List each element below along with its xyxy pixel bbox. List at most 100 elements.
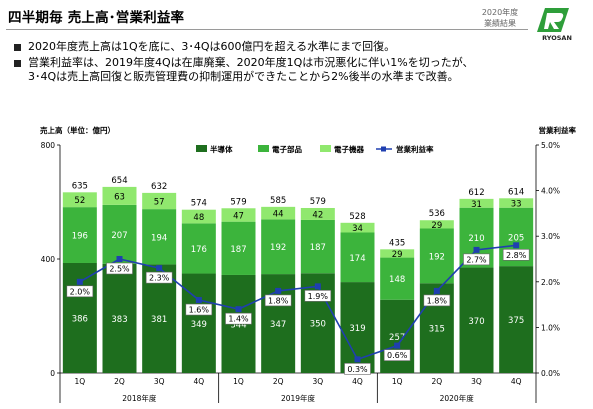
x-tick-label: 1Q (74, 377, 85, 386)
y-tick-label: 800 (41, 141, 56, 150)
legend-swatch (258, 145, 269, 152)
summary-bullets: 2020年度売上高は1Qを底に、3･4Qは600億円を超える水準にまで回復。 営… (14, 40, 534, 86)
bar-value-label: 319 (349, 324, 365, 334)
title-divider (6, 29, 528, 30)
bar-value-label: 148 (389, 275, 405, 285)
left-axis-title: 売上高（単位：億円） (40, 125, 115, 135)
bar-total-label: 528 (349, 212, 365, 222)
bar-total-label: 536 (429, 209, 445, 219)
bar-total-label: 435 (389, 238, 405, 248)
bar-value-label: 187 (230, 245, 246, 255)
bar-value-label: 315 (429, 325, 445, 335)
margin-label: 1.6% (189, 306, 210, 315)
x-tick-label: 2Q (114, 377, 125, 386)
margin-label: 1.4% (228, 315, 249, 324)
margin-point (76, 278, 83, 285)
bar-segment (181, 223, 216, 274)
legend-label: 電子機器 (334, 144, 364, 154)
margin-point (314, 283, 321, 290)
bar-value-label: 31 (471, 200, 482, 210)
bar-segment (261, 206, 296, 220)
margin-label-box (106, 262, 133, 275)
y2-tick-label: 2.0% (541, 278, 560, 287)
margin-label-box (423, 294, 451, 307)
x-tick-label: 4Q (193, 377, 204, 386)
bar-value-label: 42 (312, 210, 323, 220)
bar-value-label: 44 (273, 210, 284, 220)
legend-label: 電子部品 (272, 144, 302, 154)
right-axis-title: 営業利益率 (539, 125, 577, 135)
margin-label-box (225, 312, 252, 325)
bar-total-label: 579 (230, 197, 246, 207)
bar-segment (181, 209, 216, 224)
bar-segment (300, 219, 335, 274)
margin-label-box (185, 303, 213, 316)
margin-point (275, 287, 282, 294)
bar-total-label: 654 (111, 176, 127, 186)
bullet-square-icon (14, 44, 21, 51)
bar-segment (221, 208, 256, 222)
y-tick-label: 400 (41, 255, 56, 264)
bar-value-label: 34 (352, 224, 363, 234)
legend-marker (381, 146, 386, 152)
bar-segment (142, 192, 177, 210)
company-logo: RYOSAN (531, 6, 583, 46)
bar-segment (221, 221, 256, 275)
margin-point (394, 342, 401, 349)
bar-total-label: 612 (468, 188, 484, 198)
margin-point (473, 246, 480, 253)
bar-segment (261, 219, 296, 275)
bar-total-label: 574 (191, 199, 207, 209)
margin-label-box (66, 285, 94, 298)
bar-segment (102, 263, 137, 373)
margin-label-box (304, 290, 332, 302)
bar-total-label: 585 (270, 196, 286, 206)
margin-label: 0.6% (387, 351, 408, 360)
bar-segment (300, 207, 335, 220)
bar-value-label: 344 (230, 320, 246, 330)
bar-segment (62, 192, 97, 208)
bar-segment (142, 209, 177, 265)
bar-segment (499, 198, 534, 208)
bar-value-label: 57 (154, 198, 165, 208)
bar-segment (102, 186, 137, 205)
margin-label-box (383, 349, 411, 361)
bullet-text: 営業利益率は、2019年度4Qは在庫廃棄、2020年度1Qは市況悪化に伴い1%を… (28, 55, 474, 84)
bar-value-label: 194 (151, 233, 167, 243)
bar-value-label: 207 (111, 231, 127, 241)
bar-value-label: 257 (389, 333, 405, 343)
margin-point (513, 242, 520, 249)
bar-value-label: 187 (310, 243, 326, 253)
bullet-item: 2020年度売上高は1Qを底に、3･4Qは600億円を超える水準にまで回復。 (14, 40, 534, 55)
bar-value-label: 48 (193, 213, 204, 223)
bar-segment (62, 207, 97, 263)
x-tick-label: 3Q (154, 377, 165, 386)
margin-point (116, 256, 123, 262)
bar-segment (499, 266, 534, 373)
y2-tick-label: 0.0% (541, 369, 560, 378)
x-tick-label: 1Q (392, 377, 403, 386)
bar-value-label: 386 (72, 314, 88, 324)
bar-value-label: 347 (270, 320, 286, 330)
margin-point (195, 297, 202, 304)
y2-tick-label: 3.0% (541, 232, 560, 241)
x-tick-label: 2Q (431, 377, 442, 386)
bar-total-label: 632 (151, 182, 167, 192)
bar-segment (419, 220, 454, 229)
x-tick-label: 4Q (352, 377, 363, 386)
year-group-label: 2018年度 (122, 393, 157, 403)
bar-value-label: 29 (431, 221, 442, 231)
x-tick-label: 3Q (471, 377, 482, 386)
bar-value-label: 29 (392, 250, 403, 260)
margin-label-box (502, 249, 530, 261)
bar-value-label: 52 (74, 196, 85, 206)
bar-value-label: 47 (233, 211, 244, 221)
margin-label: 1.8% (427, 296, 448, 305)
margin-label: 2.5% (109, 265, 130, 274)
bar-value-label: 381 (151, 315, 167, 325)
badge-subtitle: 業績結果 (484, 19, 516, 28)
bar-segment (459, 198, 494, 208)
logo-wordmark: RYOSAN (542, 34, 572, 42)
bar-value-label: 176 (191, 245, 207, 255)
bar-value-label: 174 (349, 254, 365, 264)
